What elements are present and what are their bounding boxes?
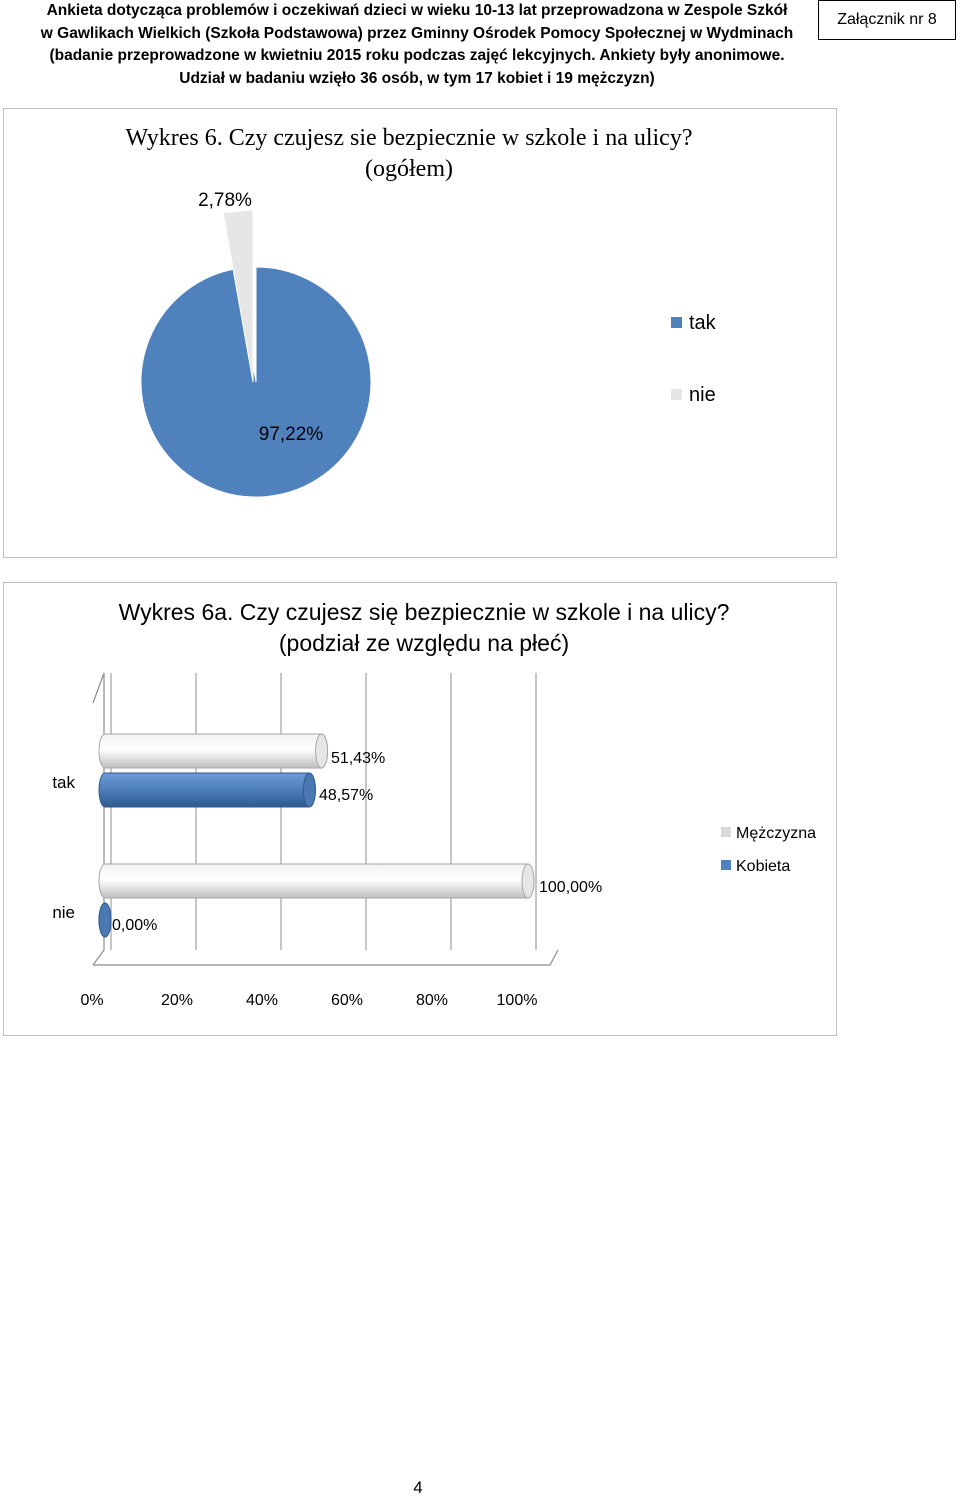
pie-slice-nie (222, 209, 254, 383)
bar-floor (93, 949, 559, 966)
pie-legend-label-tak: tak (689, 312, 717, 334)
pie-chart-svg: 97,22% 2,78% tak nie (140, 190, 717, 498)
bar-chart-title-line-1: Wykres 6a. Czy czujesz się bezpiecznie w… (118, 599, 730, 625)
bar-mezczyzna-tak (98, 733, 329, 769)
document-header: Ankieta dotycząca problemów i oczekiwań … (22, 0, 812, 90)
header-line-3: (badanie przeprowadzone w kwietniu 2015 … (49, 47, 785, 64)
bar-chart-svg: tak 51,43% 48,57% nie 100,00% 0,00% 0% 20% 40% 60… (52, 672, 816, 1009)
bar-data-label-kobieta-nie: 0,00% (112, 917, 157, 934)
pie-legend-swatch-nie (671, 389, 682, 400)
pie-chart-panel: Wykres 6. Czy czujesz sie bezpiecznie w … (3, 108, 837, 558)
bar-x-tick-label: 80% (416, 992, 448, 1009)
bar-legend-swatch-Mężczyzna (721, 827, 731, 837)
pie-chart-title-line-2: (ogółem) (365, 156, 453, 182)
bar-legend-label-Mężczyzna: Mężczyzna (736, 825, 816, 842)
bar-chart-panel: Wykres 6a. Czy czujesz się bezpiecznie w… (3, 582, 837, 1036)
bar-cap-mezczyzna-tak (315, 733, 329, 769)
bar-side-wall (92, 672, 105, 966)
bar-chart-title-line-2: (podział ze względu na płeć) (278, 630, 570, 656)
bar-x-tick-label: 60% (331, 992, 363, 1009)
bar-x-tick-label: 40% (246, 992, 278, 1009)
bar-category-label-tak: tak (52, 773, 75, 792)
bar-data-label-mezczyzna-tak: 51,43% (331, 750, 385, 767)
bar-chart-title: Wykres 6a. Czy czujesz się bezpiecznie w… (7, 597, 841, 659)
bar-kobieta-tak (98, 772, 316, 808)
pie-data-label-tak: 97,22% (259, 424, 324, 445)
bar-category-label-nie: nie (52, 903, 75, 922)
bar-legend-label-Kobieta: Kobieta (736, 858, 790, 875)
pie-slice-tak (140, 266, 372, 498)
header-line-1: Ankieta dotycząca problemów i oczekiwań … (46, 2, 788, 19)
bar-data-label-mezczyzna-nie: 100,00% (539, 879, 602, 896)
bar-data-label-kobieta-tak: 48,57% (319, 787, 373, 804)
pie-chart-title: Wykres 6. Czy czujesz sie bezpiecznie w … (0, 123, 826, 185)
page-number: 4 (413, 1478, 423, 1497)
bar-mezczyzna-nie (98, 863, 535, 899)
header-line-4: Udział w badaniu wzięło 36 osób, w tym 1… (179, 69, 655, 87)
bar-cap-kobieta-nie (98, 902, 112, 938)
pie-legend-swatch-tak (671, 317, 682, 328)
bar-cap-kobieta-tak (302, 772, 316, 808)
header-line-2: w Gawlikach Wielkich (Szkoła Podstawowa)… (40, 24, 794, 42)
bar-x-tick-label: 20% (161, 992, 193, 1009)
bar-cap-mezczyzna-nie (521, 863, 535, 899)
bar-x-tick-label: 0% (80, 992, 103, 1009)
bar-legend-swatch-Kobieta (721, 860, 731, 870)
pie-data-label-nie: 2,78% (198, 190, 252, 211)
pie-legend-label-nie: nie (689, 384, 716, 406)
pie-chart-title-line-1: Wykres 6. Czy czujesz sie bezpiecznie w … (125, 125, 693, 151)
annex-label: Załącznik nr 8 (818, 0, 956, 40)
bar-x-tick-label: 100% (497, 992, 538, 1009)
